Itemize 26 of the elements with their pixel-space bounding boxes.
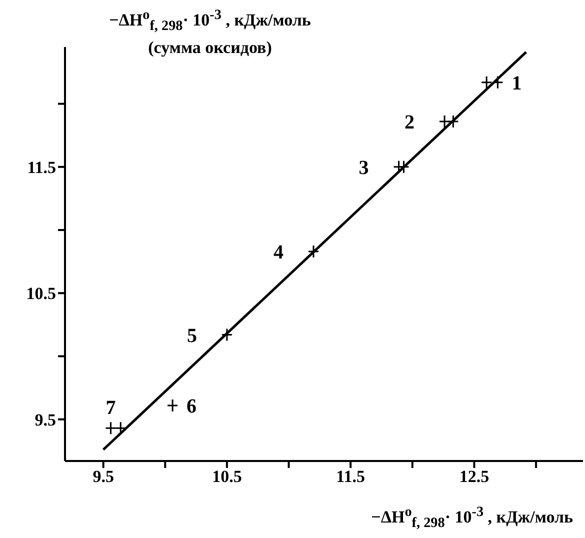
point xyxy=(492,76,504,90)
point xyxy=(480,76,492,90)
annotation: 2 xyxy=(404,112,415,134)
y-axis-title: −ΔH$^{o}$$_{f, 298}$· 10$^{-3}$ , кДж/моль (сумма оксидов) xyxy=(108,6,312,60)
annotation: 6 xyxy=(186,396,197,418)
point xyxy=(438,114,450,128)
point xyxy=(114,421,126,435)
point xyxy=(221,328,233,342)
point xyxy=(398,160,410,174)
annotation: 7 xyxy=(106,397,116,420)
point xyxy=(104,421,116,435)
y-tick-label: 11.5 xyxy=(27,158,56,177)
annotation: 4 xyxy=(273,242,284,264)
point xyxy=(308,244,320,258)
point xyxy=(166,398,178,412)
y-tick-label: 9.5 xyxy=(34,410,56,430)
y-tick-label: 10.5 xyxy=(26,284,56,304)
x-tick-label: 11.5 xyxy=(336,467,365,486)
x-axis-title: −ΔH$^{o}$$_{f, 298}$· 10$^{-3}$ , кДж/моль xyxy=(371,504,573,532)
point xyxy=(447,114,459,128)
x-tick-label: 10.5 xyxy=(212,467,242,486)
annotation: 3 xyxy=(358,157,369,180)
x-tick-label: 12.5 xyxy=(459,467,490,486)
x-tick-label: 9.5 xyxy=(92,467,114,486)
annotation: 1 xyxy=(512,72,522,94)
annotation: 5 xyxy=(186,324,197,347)
